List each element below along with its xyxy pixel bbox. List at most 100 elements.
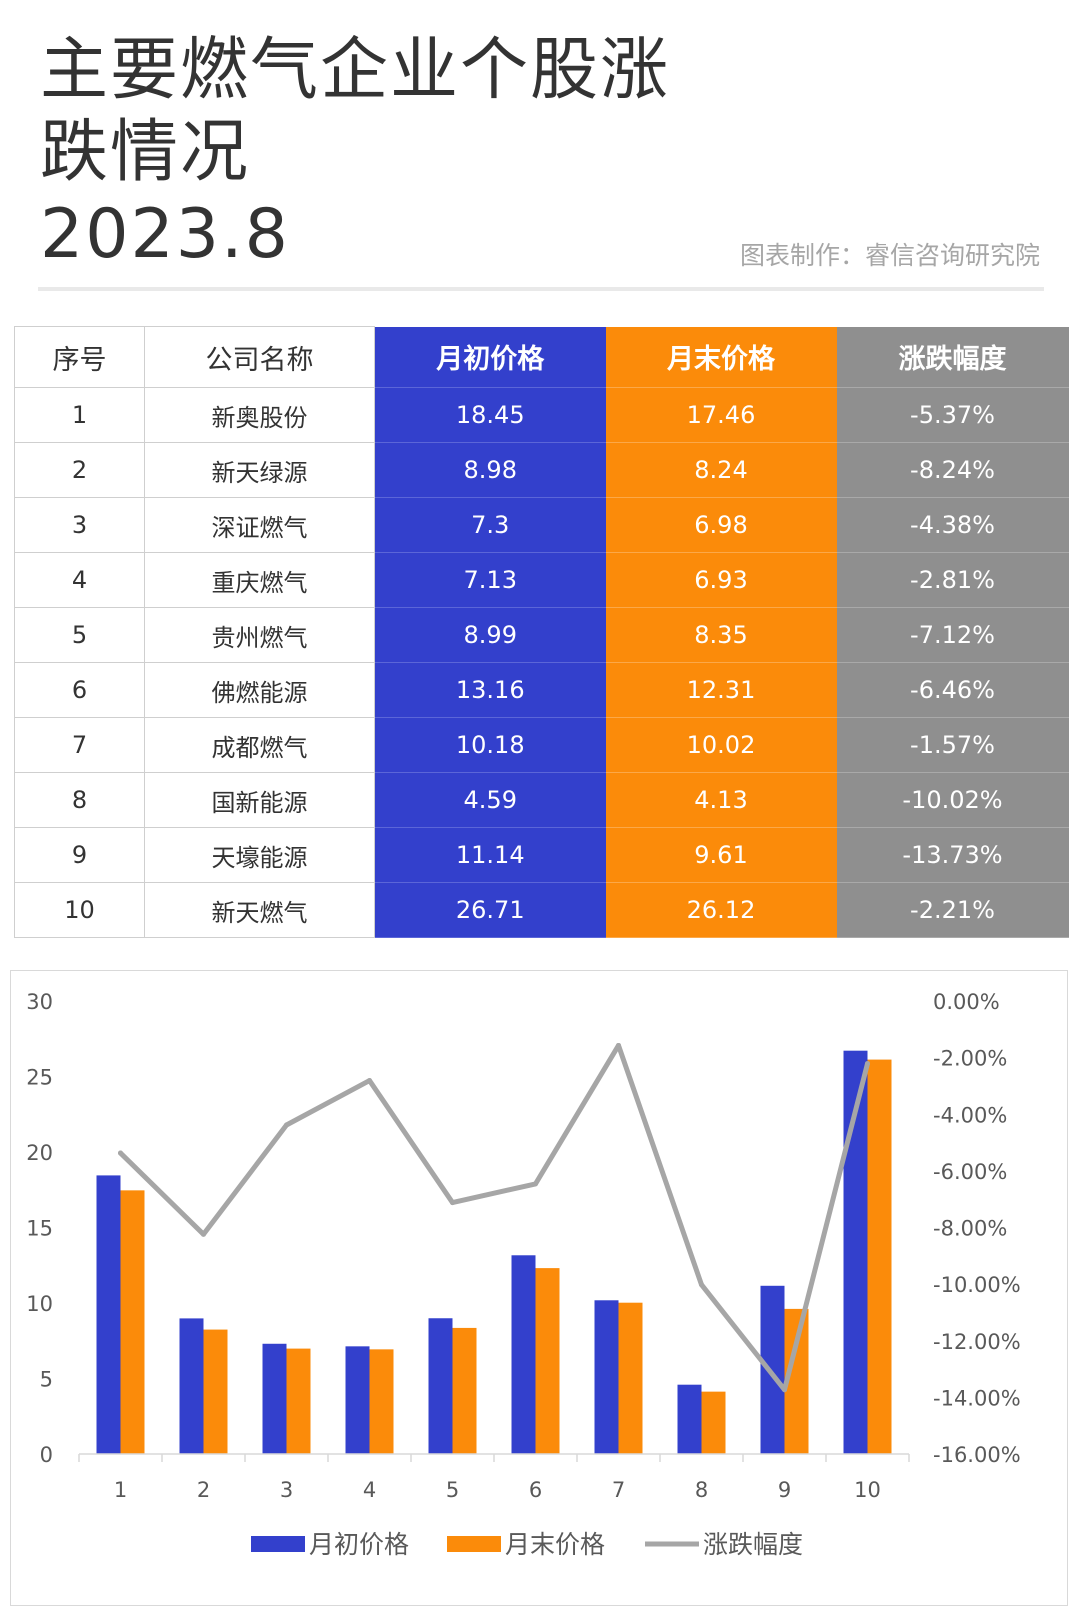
x-tick-label: 9 [778, 1478, 791, 1502]
row-company: 新天燃气 [144, 882, 375, 938]
bar-start-price [511, 1255, 536, 1454]
chart-credit: 图表制作：睿信咨询研究院 [739, 241, 1040, 270]
row-index: 10 [14, 882, 145, 938]
table-row: 4 重庆燃气 7.13 6.93 -2.81% [14, 552, 1069, 608]
row-end-price: 9.61 [605, 827, 837, 883]
x-tick-label: 7 [612, 1478, 625, 1502]
header-start-price: 月初价格 [374, 326, 606, 388]
row-end-price: 17.46 [605, 387, 837, 443]
row-index: 1 [14, 387, 145, 443]
y-right-tick-label: -12.00% [933, 1330, 1021, 1354]
bar-end-price [452, 1327, 477, 1454]
y-left-tick-label: 30 [26, 990, 53, 1014]
bar-start-price [96, 1175, 121, 1454]
row-end-price: 6.93 [605, 552, 837, 608]
row-index: 4 [14, 552, 145, 608]
change-line [118, 1042, 870, 1393]
legend-swatch [447, 1536, 501, 1552]
row-change: -7.12% [836, 607, 1069, 663]
bar-end-price [203, 1329, 228, 1454]
row-start-price: 8.99 [374, 607, 606, 663]
page-title-line-1: 主要燃气企业个股涨 [40, 31, 671, 110]
row-end-price: 12.31 [605, 662, 837, 718]
x-tick-label: 10 [854, 1478, 881, 1502]
legend-label: 月初价格 [309, 1530, 409, 1559]
legend-label: 涨跌幅度 [703, 1530, 803, 1559]
row-change: -1.57% [836, 717, 1069, 773]
y-left-tick-label: 5 [40, 1368, 53, 1392]
table-row: 8 国新能源 4.59 4.13 -10.02% [14, 772, 1069, 828]
legend-swatch [251, 1536, 305, 1552]
header-change: 涨跌幅度 [836, 326, 1069, 388]
row-start-price: 7.3 [374, 497, 606, 553]
table-row: 3 深证燃气 7.3 6.98 -4.38% [14, 497, 1069, 553]
row-change: -4.38% [836, 497, 1069, 553]
row-index: 3 [14, 497, 145, 553]
y-right-tick-label: -6.00% [933, 1160, 1007, 1184]
combo-chart: 051015202530-16.00%-14.00%-12.00%-10.00%… [26, 990, 1021, 1559]
bar-end-price [369, 1349, 394, 1454]
y-right-tick-label: -16.00% [933, 1443, 1021, 1467]
y-right-tick-label: -14.00% [933, 1386, 1021, 1410]
y-left-tick-label: 10 [26, 1292, 53, 1316]
y-right-tick-label: -4.00% [933, 1103, 1007, 1127]
x-tick-label: 6 [529, 1478, 542, 1502]
bar-start-price [179, 1318, 204, 1454]
row-end-price: 8.24 [605, 442, 837, 498]
row-change: -2.21% [836, 882, 1069, 938]
y-right-tick-label: -8.00% [933, 1217, 1007, 1241]
change-point [699, 1282, 704, 1288]
x-tick-label: 2 [197, 1478, 210, 1502]
row-change: -5.37% [836, 387, 1069, 443]
x-tick-label: 4 [363, 1478, 376, 1502]
change-point [284, 1122, 289, 1128]
row-end-price: 8.35 [605, 607, 837, 663]
y-right-tick-label: -2.00% [933, 1047, 1007, 1071]
row-company: 佛燃能源 [144, 662, 375, 718]
change-point [865, 1061, 870, 1067]
table-row: 9 天壕能源 11.14 9.61 -13.73% [14, 827, 1069, 883]
row-start-price: 10.18 [374, 717, 606, 773]
title-block: 主要燃气企业个股涨 跌情况 2023.8 [40, 30, 740, 276]
change-point [118, 1150, 123, 1156]
row-company: 天壕能源 [144, 827, 375, 883]
row-company: 重庆燃气 [144, 552, 375, 608]
x-tick-label: 1 [114, 1478, 127, 1502]
change-point [367, 1078, 372, 1084]
y-left-tick-label: 15 [26, 1217, 53, 1241]
change-point [450, 1200, 455, 1206]
row-end-price: 26.12 [605, 882, 837, 938]
row-company: 新天绿源 [144, 442, 375, 498]
change-point [782, 1387, 787, 1393]
bar-end-price [286, 1348, 311, 1454]
legend-label: 月末价格 [505, 1530, 605, 1559]
change-point [533, 1181, 538, 1187]
row-company: 国新能源 [144, 772, 375, 828]
bar-start-price [760, 1285, 785, 1454]
row-start-price: 13.16 [374, 662, 606, 718]
row-start-price: 11.14 [374, 827, 606, 883]
x-tick-label: 3 [280, 1478, 293, 1502]
bar-end-price [618, 1302, 643, 1454]
row-index: 8 [14, 772, 145, 828]
row-start-price: 8.98 [374, 442, 606, 498]
row-company: 深证燃气 [144, 497, 375, 553]
bar-end-price [867, 1059, 892, 1454]
bar-end-price [535, 1268, 560, 1454]
row-index: 7 [14, 717, 145, 773]
bar-end-price [701, 1391, 726, 1454]
change-point [201, 1231, 206, 1237]
table-row: 5 贵州燃气 8.99 8.35 -7.12% [14, 607, 1069, 663]
row-index: 5 [14, 607, 145, 663]
x-tick-label: 8 [695, 1478, 708, 1502]
row-index: 2 [14, 442, 145, 498]
bar-start-price [594, 1300, 619, 1454]
table-body: 1 新奥股份 18.45 17.46 -5.37% 2 新天绿源 8.98 8.24 -8.24%… [14, 387, 1069, 938]
row-start-price: 26.71 [374, 882, 606, 938]
table-row: 6 佛燃能源 13.16 12.31 -6.46% [14, 662, 1069, 718]
row-start-price: 7.13 [374, 552, 606, 608]
stock-change-table: 序号 公司名称 月初价格 月末价格 涨跌幅度 1 新奥股份 18.45 17.46 -5… [14, 326, 1069, 938]
row-change: -10.02% [836, 772, 1069, 828]
table-row: 1 新奥股份 18.45 17.46 -5.37% [14, 387, 1069, 443]
row-end-price: 6.98 [605, 497, 837, 553]
